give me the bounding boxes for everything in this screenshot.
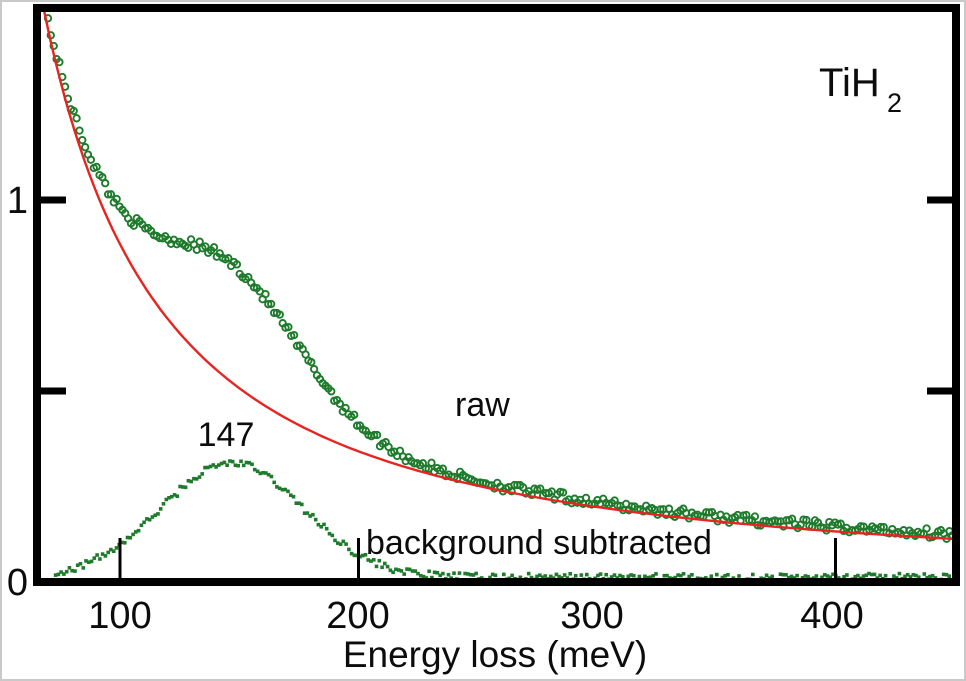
x-tick-label-100: 100 <box>88 595 151 637</box>
x-tick-label-400: 400 <box>800 595 863 637</box>
plot-area <box>43 12 952 582</box>
y-tick-label-1: 1 <box>7 180 28 222</box>
subtracted-series-label: background subtracted <box>366 524 712 562</box>
axis-ticks <box>41 196 952 580</box>
y-tick-label-0: 0 <box>7 562 28 604</box>
x-tick-label-200: 200 <box>326 595 389 637</box>
sample-label-main: TiH <box>819 61 880 105</box>
plot-frame <box>33 4 960 586</box>
raw-series-label: raw <box>455 386 510 424</box>
sample-label-subscript: 2 <box>887 88 902 118</box>
x-axis-title: Energy loss (meV) <box>343 634 647 675</box>
x-tick-label-300: 300 <box>560 595 623 637</box>
peak-energy-label: 147 <box>198 416 255 454</box>
background-fit-line <box>43 12 952 540</box>
